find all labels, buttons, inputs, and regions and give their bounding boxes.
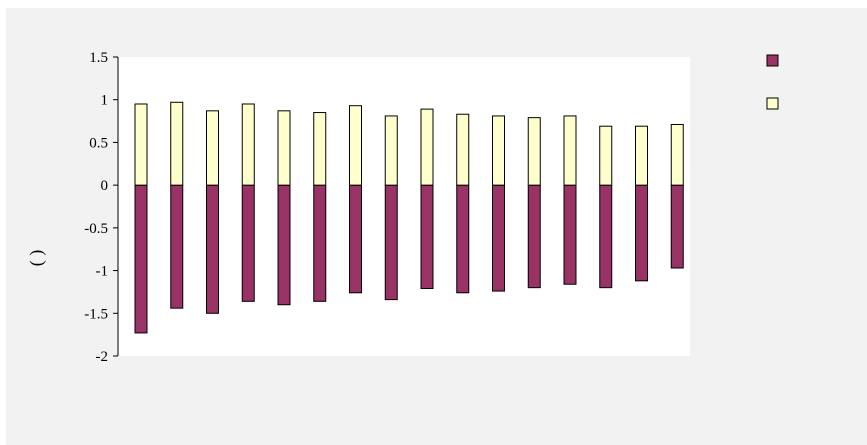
bar-series-1 (563, 184, 577, 285)
y-tick-label: -1.5 (84, 306, 108, 322)
bar-series-1 (170, 184, 184, 309)
bar-series-1 (456, 184, 470, 294)
bar-series-2 (277, 110, 291, 186)
y-axis-ticks: 1.5 1 0.5 0 -0.5 -1 -1.5 -2 (84, 50, 118, 365)
y-tick-label: -1 (96, 264, 109, 280)
legend-swatch-2 (766, 97, 779, 110)
bar-series-1 (349, 184, 362, 294)
bar-series-2 (313, 112, 327, 186)
bar-series-2 (456, 113, 470, 186)
bar-series-1 (527, 184, 541, 289)
bar-chart: 1.5 1 0.5 0 -0.5 -1 -1.5 -2 ( ) (26, 50, 779, 365)
y-tick-label: 0 (101, 178, 109, 194)
bar-series-1 (670, 184, 684, 269)
bar-series-2 (206, 110, 219, 186)
bar-series-2 (563, 115, 577, 186)
bar-series-2 (492, 115, 505, 186)
y-tick-label: -2 (96, 349, 109, 365)
bar-series-1 (277, 184, 291, 306)
bar-series-2 (134, 103, 148, 186)
bar-series-1 (206, 184, 219, 314)
y-tick-label: 1 (101, 93, 109, 109)
bar-series-2 (241, 103, 255, 186)
bar-series-2 (670, 123, 684, 186)
y-tick-label: 0.5 (89, 135, 108, 151)
legend-swatch-1 (766, 54, 779, 67)
bar-series-1 (384, 184, 398, 301)
bar-series-1 (134, 184, 148, 334)
y-axis-title: ( ) (26, 250, 47, 267)
bar-series-2 (420, 108, 434, 186)
bar-series-1 (313, 184, 327, 302)
bar-series-2 (349, 105, 362, 186)
bar-series-2 (527, 117, 541, 186)
bar-series-2 (599, 125, 613, 186)
bars-group (134, 101, 684, 334)
bar-series-1 (492, 184, 505, 292)
bar-series-1 (241, 184, 255, 302)
bar-series-2 (635, 125, 648, 186)
bar-series-1 (599, 184, 613, 289)
chart-frame: 1.5 1 0.5 0 -0.5 -1 -1.5 -2 ( ) (6, 8, 867, 445)
bar-series-2 (384, 115, 398, 186)
bar-series-2 (170, 101, 184, 186)
legend (766, 54, 779, 110)
bar-series-1 (635, 184, 648, 282)
y-tick-label: 1.5 (89, 50, 108, 66)
bar-series-1 (420, 184, 434, 290)
y-tick-label: -0.5 (84, 221, 108, 237)
